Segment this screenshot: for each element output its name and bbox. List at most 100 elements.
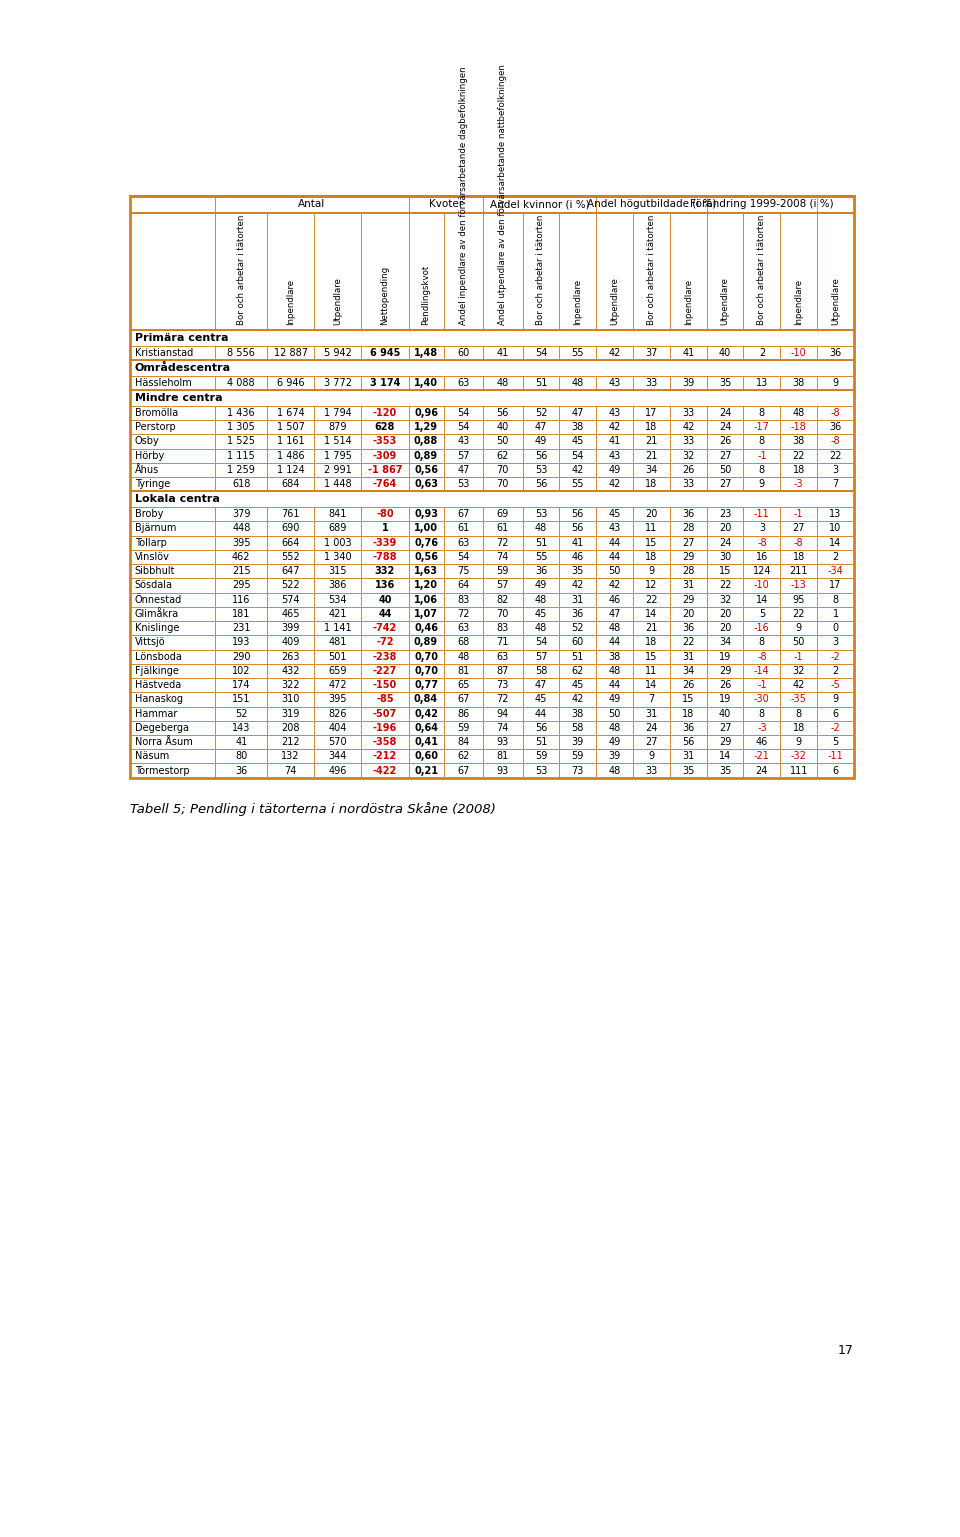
Text: 40: 40 <box>378 595 392 604</box>
Bar <box>560 535 596 550</box>
Bar <box>670 346 707 360</box>
Text: 11: 11 <box>645 524 658 533</box>
Bar <box>267 435 314 449</box>
Text: 0,60: 0,60 <box>414 752 438 761</box>
Text: 50: 50 <box>496 437 509 446</box>
Text: 6 946: 6 946 <box>276 378 304 387</box>
Bar <box>130 535 215 550</box>
Bar <box>267 507 314 521</box>
Text: 40: 40 <box>719 709 732 719</box>
Text: 40: 40 <box>719 347 732 358</box>
Text: 26: 26 <box>719 437 732 446</box>
Text: 51: 51 <box>535 738 547 747</box>
Text: 22: 22 <box>645 595 658 604</box>
Bar <box>780 449 817 463</box>
Bar <box>361 463 409 476</box>
Text: 29: 29 <box>682 595 694 604</box>
Text: 30: 30 <box>719 552 732 563</box>
Text: 29: 29 <box>719 738 732 747</box>
Bar <box>522 564 560 578</box>
Text: -150: -150 <box>372 681 397 690</box>
Bar <box>130 650 215 664</box>
Bar <box>817 664 854 678</box>
Text: 72: 72 <box>457 609 469 619</box>
Bar <box>215 507 267 521</box>
Bar <box>707 578 743 593</box>
Bar <box>130 664 215 678</box>
Text: 24: 24 <box>719 538 732 547</box>
Text: 0,84: 0,84 <box>414 695 438 704</box>
Bar <box>522 420 560 435</box>
Text: 501: 501 <box>328 652 348 661</box>
Bar <box>707 463 743 476</box>
Text: 3: 3 <box>832 464 839 475</box>
Bar <box>817 650 854 664</box>
Text: Osby: Osby <box>134 437 159 446</box>
Text: 0,41: 0,41 <box>414 738 438 747</box>
Bar <box>361 593 409 607</box>
Bar <box>780 346 817 360</box>
Text: 50: 50 <box>793 638 804 647</box>
Bar <box>409 346 444 360</box>
Text: 48: 48 <box>496 378 509 387</box>
Bar <box>314 607 361 621</box>
Bar <box>314 664 361 678</box>
Text: Mindre centra: Mindre centra <box>134 393 223 403</box>
Bar <box>707 346 743 360</box>
Text: 18: 18 <box>645 480 658 489</box>
Bar <box>817 346 854 360</box>
Bar <box>596 621 633 635</box>
Text: Antal: Antal <box>299 200 325 209</box>
Bar <box>670 550 707 564</box>
Bar <box>130 507 215 521</box>
Text: 659: 659 <box>328 666 348 676</box>
Text: 21: 21 <box>645 437 658 446</box>
Text: 42: 42 <box>609 423 621 432</box>
Text: 17: 17 <box>645 407 658 418</box>
Text: 31: 31 <box>683 581 694 590</box>
Text: 21: 21 <box>645 450 658 461</box>
Bar <box>780 735 817 749</box>
Text: 42: 42 <box>609 347 621 358</box>
Bar <box>483 476 522 492</box>
Text: 93: 93 <box>496 765 509 776</box>
Text: 3: 3 <box>832 638 839 647</box>
Bar <box>743 406 780 420</box>
Text: Utpendlare: Utpendlare <box>333 278 343 326</box>
Bar <box>409 406 444 420</box>
Bar <box>267 578 314 593</box>
Bar <box>409 550 444 564</box>
Bar <box>483 607 522 621</box>
Text: 35: 35 <box>682 765 694 776</box>
Bar <box>130 197 215 214</box>
Bar <box>483 664 522 678</box>
Bar <box>267 593 314 607</box>
Bar <box>707 764 743 778</box>
Bar <box>560 635 596 650</box>
Text: 54: 54 <box>457 407 469 418</box>
Bar <box>780 476 817 492</box>
Text: 32: 32 <box>682 450 694 461</box>
Bar <box>361 621 409 635</box>
Text: 71: 71 <box>496 638 509 647</box>
Text: 322: 322 <box>281 681 300 690</box>
Bar <box>707 650 743 664</box>
Bar <box>743 664 780 678</box>
Text: 56: 56 <box>682 738 694 747</box>
Bar <box>743 735 780 749</box>
Text: -2: -2 <box>830 722 840 733</box>
Text: 53: 53 <box>457 480 469 489</box>
Bar <box>560 375 596 390</box>
Text: 0,70: 0,70 <box>414 652 438 661</box>
Text: 6 945: 6 945 <box>370 347 400 358</box>
Bar <box>817 707 854 721</box>
Bar <box>444 535 483 550</box>
Bar <box>560 721 596 735</box>
Text: 5: 5 <box>832 738 839 747</box>
Bar <box>817 449 854 463</box>
Text: 12 887: 12 887 <box>274 347 308 358</box>
Bar <box>483 463 522 476</box>
Bar <box>780 507 817 521</box>
Text: 26: 26 <box>719 681 732 690</box>
Bar <box>596 735 633 749</box>
